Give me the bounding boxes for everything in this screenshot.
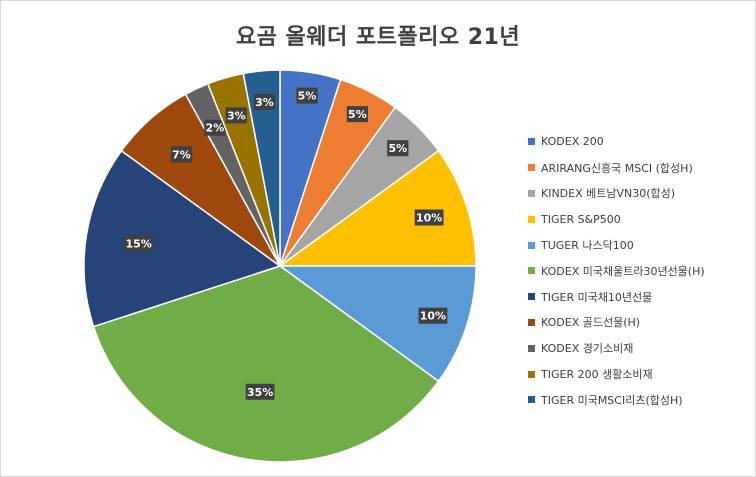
data-label: 5%: [387, 140, 409, 157]
legend-item: KODEX 미국채울트라30년선물(H): [528, 258, 752, 284]
legend-label: ARIRANG신흥국 MSCI (합성H): [541, 161, 693, 175]
data-label-text: 3%: [255, 96, 274, 109]
data-label-box: [414, 209, 444, 226]
legend-item: ARIRANG신흥국 MSCI (합성H): [528, 155, 752, 181]
legend-label: TIGER 미국MSCI리츠(합성H): [541, 393, 683, 407]
data-label: 2%: [204, 119, 226, 136]
legend-label: KODEX 200: [541, 135, 604, 149]
data-label-text: 35%: [247, 386, 273, 399]
pie-slice: [242, 69, 281, 267]
pie-slice: [277, 265, 477, 383]
data-label-text: 3%: [227, 109, 246, 122]
legend-label: TIGER S&P500: [541, 212, 621, 226]
data-label-text: 7%: [172, 148, 191, 161]
data-label: 3%: [253, 94, 276, 111]
data-label-text: 10%: [416, 212, 442, 225]
legend-label: TIGER 200 생활소비재: [541, 368, 653, 382]
legend-swatch: [528, 215, 535, 223]
legend-swatch: [528, 396, 535, 404]
legend-swatch: [528, 189, 535, 197]
data-label-text: 15%: [126, 238, 152, 251]
data-label: 10%: [414, 209, 444, 226]
legend-swatch: [528, 241, 535, 249]
data-label-box: [204, 119, 226, 136]
data-label-text: 5%: [298, 90, 317, 103]
chart-title: 요곰 올웨더 포트폴리오 21년: [235, 25, 521, 50]
data-label-text: 2%: [206, 122, 225, 135]
data-label-box: [387, 140, 409, 157]
legend-item: TIGER 200 생활소비재: [528, 361, 752, 387]
data-label: 7%: [170, 146, 193, 163]
legend-item: TUGER 나스닥100: [528, 232, 752, 258]
data-label: 35%: [245, 383, 275, 400]
legend-swatch: [528, 164, 535, 172]
legend-swatch: [528, 344, 535, 352]
legend-swatch: [528, 267, 535, 275]
legend-item: KODEX 200: [528, 129, 752, 155]
data-label: 5%: [296, 87, 318, 104]
data-label-box: [296, 87, 318, 104]
pie-slice: [83, 149, 282, 328]
data-label-text: 10%: [420, 310, 446, 323]
legend-label: KINDEX 베트남VN30(합성): [541, 187, 676, 201]
data-label: 10%: [418, 307, 448, 324]
data-label-text: 5%: [348, 108, 367, 121]
legend-label: TUGER 나스닥100: [541, 239, 634, 253]
data-label: 3%: [225, 107, 247, 124]
legend-label: TIGER 미국채10년선물: [541, 290, 653, 304]
pie-slice: [277, 149, 477, 267]
legend-item: TIGER 미국채10년선물: [528, 284, 752, 310]
legend-item: TIGER 미국MSCI리츠(합성H): [528, 387, 752, 413]
data-label-text: 5%: [388, 142, 407, 155]
legend-item: KODEX 골드선물(H): [528, 310, 752, 336]
data-label-box: [225, 107, 247, 124]
data-label-box: [124, 235, 154, 252]
data-label-box: [346, 106, 368, 123]
legend-item: KODEX 경기소비재: [528, 335, 752, 361]
legend-label: KODEX 미국채울트라30년선물(H): [541, 264, 705, 278]
data-label-box: [253, 94, 276, 111]
pie-slice: [92, 265, 440, 463]
data-label-box: [170, 146, 193, 163]
chart-legend: KODEX 200 ARIRANG신흥국 MSCI (합성H) KINDEX 베트남…: [528, 129, 752, 413]
legend-swatch: [528, 370, 535, 378]
data-label-box: [418, 307, 448, 324]
data-label-box: [245, 383, 275, 400]
legend-swatch: [528, 138, 535, 146]
legend-swatch: [528, 293, 535, 301]
data-label: 15%: [124, 235, 154, 252]
data-label: 5%: [346, 106, 368, 123]
legend-swatch: [528, 318, 535, 326]
legend-label: KODEX 경기소비재: [541, 342, 634, 356]
legend-label: KODEX 골드선물(H): [541, 316, 641, 330]
legend-item: KINDEX 베트남VN30(합성): [528, 181, 752, 207]
legend-item: TIGER S&P500: [528, 206, 752, 232]
